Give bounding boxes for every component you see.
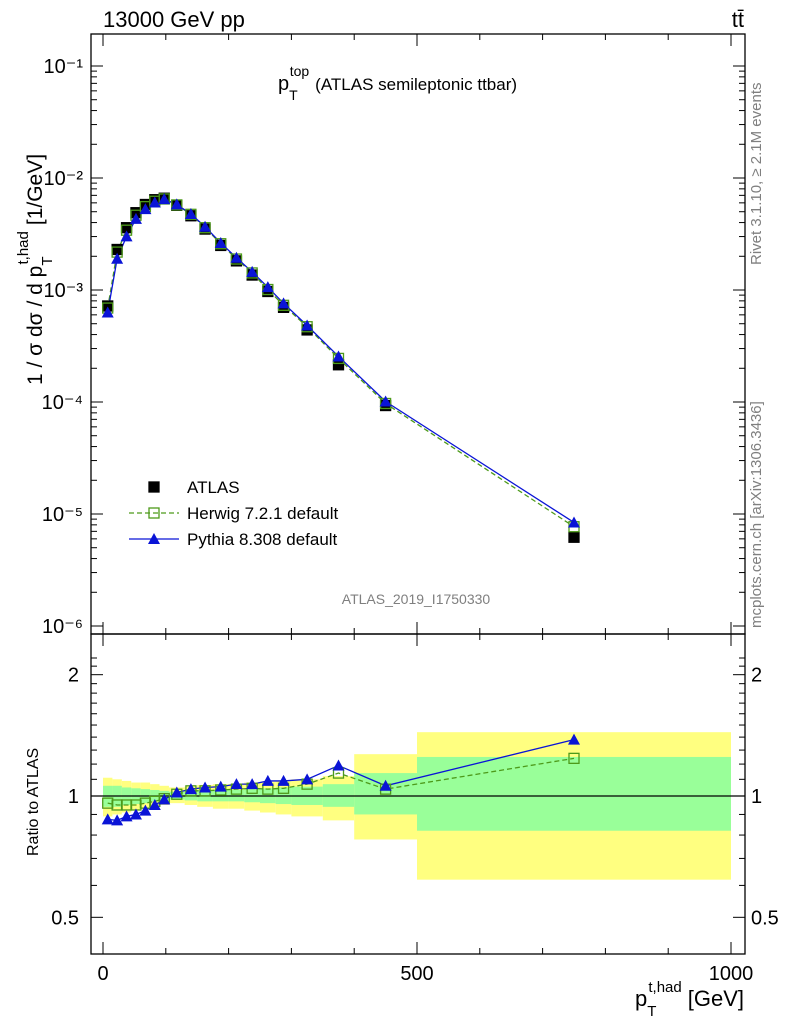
pythia-point xyxy=(120,230,133,242)
collision-energy-label: 13000 GeV pp xyxy=(103,7,245,32)
pythia-ratio-point xyxy=(139,804,152,816)
legend-pythia-marker xyxy=(148,533,160,544)
pythia-point xyxy=(568,516,580,528)
mcplots-label: mcplots.cern.ch [arXiv:1306.3436] xyxy=(748,401,765,628)
pythia-ratio-point xyxy=(246,778,259,790)
y-tick-label: 10⁻¹ xyxy=(44,56,84,78)
pythia-ratio-point xyxy=(148,798,161,810)
pythia-point xyxy=(170,198,183,210)
pythia-ratio-point xyxy=(568,733,580,745)
ratio-tick-label-right: 2 xyxy=(751,665,762,687)
series-markers xyxy=(101,192,580,826)
pythia-point xyxy=(139,203,152,215)
pythia-point xyxy=(111,252,124,264)
ratio-tick-label-right: 1 xyxy=(751,786,762,808)
pythia-point xyxy=(129,212,142,224)
y-tick-label: 10⁻⁵ xyxy=(42,504,83,526)
legend-label: Pythia 8.308 default xyxy=(187,530,338,549)
legend-herwig-marker xyxy=(148,507,160,519)
pythia-point xyxy=(214,236,227,248)
pythia-point xyxy=(246,265,259,277)
x-axis-label: pTt,had [GeV] xyxy=(635,979,744,1020)
pythia-ratio-point xyxy=(170,786,183,798)
pythia-ratio-point xyxy=(277,774,290,786)
pythia-point xyxy=(277,297,290,309)
plot-title: pTtop(ATLAS semileptonic ttbar) xyxy=(278,63,517,103)
pythia-ratio-point xyxy=(230,778,243,790)
pythia-point xyxy=(230,251,243,263)
ratio-tick-label: 0.5 xyxy=(51,907,79,929)
legend-label: Herwig 7.2.1 default xyxy=(187,504,338,523)
legend-label: ATLAS xyxy=(187,478,240,497)
process-label: tt̄ xyxy=(732,7,744,32)
pythia-point xyxy=(301,319,314,331)
pythia-ratio-point xyxy=(101,813,114,825)
ratio-band-inner xyxy=(417,756,731,831)
pythia-point xyxy=(101,306,114,318)
legend: ATLAS Herwig 7.2.1 default Pythia 8.308 de… xyxy=(129,478,338,549)
ratio-tick-label-right: 0.5 xyxy=(751,907,779,929)
rivet-version-label: Rivet 3.1.10, ≥ 2.1M events xyxy=(748,83,765,266)
pythia-ratio-point xyxy=(199,781,212,793)
pythia-point xyxy=(379,395,392,407)
pythia-ratio-point xyxy=(120,810,133,822)
pythia-ratio-point xyxy=(301,773,314,785)
pythia-ratio-point xyxy=(379,779,392,791)
herwig-ratio-point xyxy=(568,752,580,765)
pythia-point xyxy=(184,208,197,220)
ratio-frame xyxy=(90,633,746,955)
ratio-tick-label: 1 xyxy=(68,786,79,808)
pythia-point xyxy=(158,193,171,205)
pythia-point xyxy=(199,220,212,232)
analysis-watermark: ATLAS_2019_I1750330 xyxy=(342,591,491,607)
pythia-point xyxy=(148,196,161,208)
x-tick-label: 500 xyxy=(400,963,433,985)
pythia-ratio-point xyxy=(158,793,171,805)
ratio-uncertainty-bands xyxy=(103,732,731,880)
atlas-point xyxy=(568,531,580,543)
axes: 0 500 1000 10⁻¹ 10⁻² 10⁻³ 10⁻⁴ 10⁻⁵ 10⁻⁶ 2 2 1 1 0.5 0… xyxy=(42,33,779,985)
y-tick-label: 10⁻² xyxy=(44,168,84,190)
y-axis-label: 1 / σ dσ / d pTt,had[1/GeV] xyxy=(15,154,56,385)
x-tick-label: 1000 xyxy=(709,963,754,985)
pythia-ratio-point xyxy=(214,780,227,792)
pythia-ratio-point xyxy=(184,783,197,795)
x-tick-label: 0 xyxy=(97,963,108,985)
ratio-axis-label: Ratio to ATLAS xyxy=(25,748,42,856)
pythia-ratio-point xyxy=(111,814,124,826)
pythia-point xyxy=(261,281,274,293)
pythia-ratio-point xyxy=(332,759,345,771)
legend-atlas-marker xyxy=(148,481,160,493)
pythia-point xyxy=(332,350,345,362)
y-tick-label: 10⁻⁶ xyxy=(42,616,83,638)
pythia-ratio-point xyxy=(261,774,274,786)
y-tick-label: 10⁻³ xyxy=(44,280,84,302)
y-tick-label: 10⁻⁴ xyxy=(42,392,83,414)
ratio-tick-label: 2 xyxy=(68,665,79,687)
pythia-ratio-point xyxy=(129,808,142,820)
